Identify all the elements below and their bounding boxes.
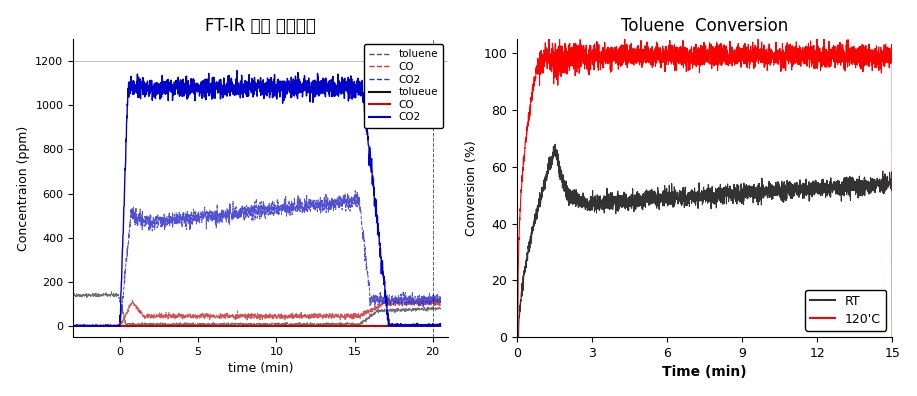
Title: Toluene  Conversion: Toluene Conversion [621,17,789,35]
X-axis label: time (min): time (min) [228,362,293,375]
Legend: toluene, CO, CO2, tolueue, CO, CO2: toluene, CO, CO2, tolueue, CO, CO2 [364,44,443,128]
Y-axis label: Conversion (%): Conversion (%) [465,140,478,236]
Title: FT-IR 농도 프로파일: FT-IR 농도 프로파일 [205,17,316,35]
Legend: RT, 120'C: RT, 120'C [805,290,886,331]
Y-axis label: Concentraion (ppm): Concentraion (ppm) [17,126,29,251]
X-axis label: Time (min): Time (min) [662,366,747,379]
